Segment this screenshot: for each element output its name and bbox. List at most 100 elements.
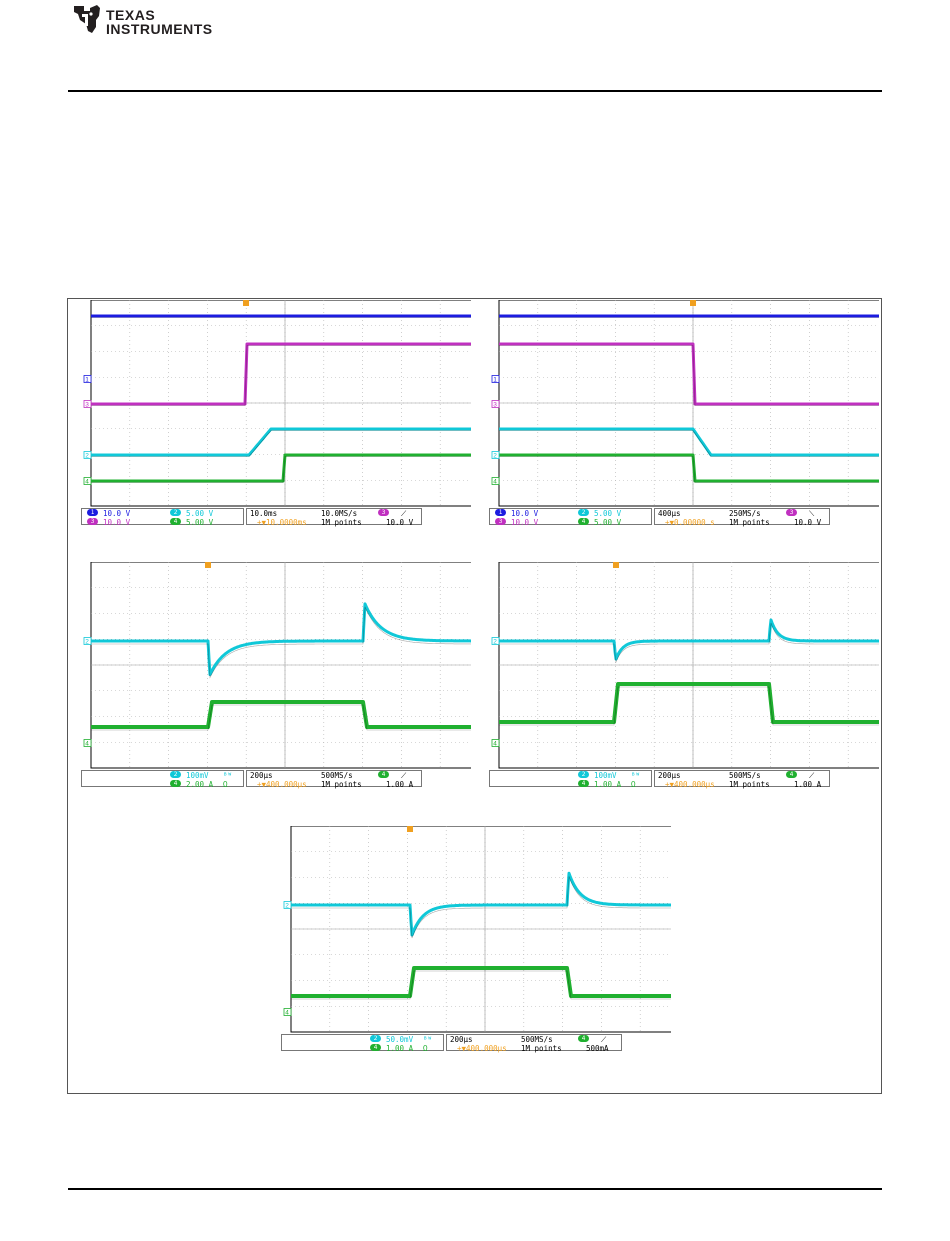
channel-badge: 1 bbox=[87, 509, 98, 516]
status-delay: +▼400.000μs bbox=[665, 780, 715, 789]
ch3-trace bbox=[499, 342, 879, 406]
status-ch2: 50.0mV bbox=[386, 1035, 414, 1044]
ch4-trace bbox=[290, 966, 671, 998]
status-points: 1M points bbox=[521, 1044, 562, 1053]
ch2-trace bbox=[290, 871, 671, 937]
scope-capture-1: 1 3 2 4 10.0 V 10.0 V 5.00 V 5.00 V 10.0ms +▼10.0… bbox=[81, 300, 471, 532]
status-ch4-extra: Ω bbox=[223, 780, 228, 789]
trigger-position-marker bbox=[407, 826, 413, 832]
scope-status-bar: 50.0mV 1.00 A ᴮᵂ Ω 200μs +▼400.000μs 500MS/s 1M… bbox=[281, 1034, 671, 1053]
trigger-position-marker bbox=[690, 300, 696, 306]
timebase-settings-box bbox=[654, 770, 830, 787]
status-points: 1M points bbox=[729, 518, 770, 527]
scope-plot: 24 bbox=[491, 562, 879, 769]
ch4-ground-marker: 4 bbox=[283, 1008, 292, 1017]
channel-badge: 4 bbox=[578, 780, 589, 787]
status-ch2: 100mV bbox=[594, 771, 617, 780]
svg-text:2: 2 bbox=[285, 903, 289, 910]
timebase-settings-box bbox=[654, 508, 830, 525]
channel-settings-box bbox=[489, 770, 652, 787]
status-trig-level: 10.0 V bbox=[794, 518, 822, 527]
svg-text:1: 1 bbox=[493, 377, 497, 384]
channel-badge: 4 bbox=[786, 771, 797, 778]
status-ch1: 10.0 V bbox=[511, 509, 539, 518]
status-ch2: 5.00 V bbox=[594, 509, 622, 518]
channel-badge: 2 bbox=[370, 1035, 381, 1042]
channel-badge: 1 bbox=[495, 509, 506, 516]
svg-text:4: 4 bbox=[85, 479, 89, 486]
scope-status-bar: 10.0 V 10.0 V 5.00 V 5.00 V 400μs +▼0.00000 s… bbox=[489, 508, 879, 527]
channel-settings-box bbox=[81, 770, 244, 787]
oscilloscope-figure bbox=[67, 298, 882, 1094]
channel-badge: 2 bbox=[578, 771, 589, 778]
ch2-ground-marker: 2 bbox=[83, 451, 92, 460]
status-ch2-extra: ᴮᵂ bbox=[223, 771, 233, 780]
channel-badge: 2 bbox=[170, 771, 181, 778]
ch4-trace bbox=[499, 453, 879, 483]
channel-badge: 3 bbox=[786, 509, 797, 516]
status-trig-level: 500mA bbox=[586, 1044, 609, 1053]
status-ch4: 1.00 A bbox=[594, 780, 622, 789]
status-delay: +▼400.000μs bbox=[457, 1044, 507, 1053]
ti-logo-icon bbox=[74, 5, 100, 33]
status-ch2-extra: ᴮᵂ bbox=[423, 1035, 433, 1044]
ch4-ground-marker: 4 bbox=[83, 739, 92, 748]
status-timebase: 200μs bbox=[658, 771, 681, 780]
footer-rule bbox=[68, 1188, 882, 1190]
channel-badge: 3 bbox=[495, 518, 506, 525]
channel-badge: 3 bbox=[87, 518, 98, 525]
ch4-ground-marker: 4 bbox=[83, 477, 92, 486]
status-timebase: 200μs bbox=[250, 771, 273, 780]
svg-text:4: 4 bbox=[85, 741, 89, 748]
status-rate: 500MS/s bbox=[521, 1035, 553, 1044]
timebase-settings-box bbox=[246, 508, 422, 525]
status-ch2-extra: ᴮᵂ bbox=[631, 771, 641, 780]
status-rate: 250MS/s bbox=[729, 509, 761, 518]
status-ch2: 100mV bbox=[186, 771, 209, 780]
status-trig-slope: ⟋ bbox=[809, 771, 815, 780]
timebase-settings-box bbox=[446, 1034, 622, 1051]
svg-text:3: 3 bbox=[85, 402, 89, 409]
scope-plot: 1 3 2 4 bbox=[83, 300, 471, 507]
brand-line2: Instruments bbox=[106, 21, 213, 37]
ch3-trace bbox=[91, 342, 471, 406]
timebase-settings-box bbox=[246, 770, 422, 787]
status-ch4-extra: Ω bbox=[631, 780, 636, 789]
status-ch4: 5.00 V bbox=[594, 518, 622, 527]
channel-badge: 3 bbox=[378, 509, 389, 516]
header-rule bbox=[68, 90, 882, 92]
ch2-trace bbox=[90, 602, 471, 676]
svg-text:3: 3 bbox=[493, 402, 497, 409]
scope-plot: 1 3 2 4 bbox=[491, 300, 879, 507]
scope-status-bar: 100mV 2.00 A ᴮᵂ Ω 200μs +▼400.000μs 500MS/s 1M … bbox=[81, 770, 471, 789]
ch3-ground-marker: 3 bbox=[491, 400, 500, 409]
status-ch4: 2.00 A bbox=[186, 780, 214, 789]
scope-plot: 24 bbox=[283, 826, 671, 1033]
trigger-position-marker bbox=[205, 562, 211, 568]
svg-text:2: 2 bbox=[493, 639, 497, 646]
ch4-ground-marker: 4 bbox=[491, 739, 500, 748]
scope-status-bar: 10.0 V 10.0 V 5.00 V 5.00 V 10.0ms +▼10.0000m… bbox=[81, 508, 471, 527]
status-trig-level: 1.00 A bbox=[794, 780, 822, 789]
status-rate: 500MS/s bbox=[321, 771, 353, 780]
channel-badge: 4 bbox=[170, 518, 181, 525]
ch4-ground-marker: 4 bbox=[491, 477, 500, 486]
channel-badge: 4 bbox=[578, 1035, 589, 1042]
ch4-trace bbox=[498, 682, 879, 724]
ch2-ground-marker: 2 bbox=[283, 901, 292, 910]
status-ch1: 10.0 V bbox=[103, 509, 131, 518]
status-ch2: 5.00 V bbox=[186, 509, 214, 518]
status-delay: +▼10.0000ms bbox=[257, 518, 307, 527]
ch2-trace bbox=[499, 427, 879, 457]
svg-text:4: 4 bbox=[493, 479, 497, 486]
status-ch3: 10.0 V bbox=[511, 518, 539, 527]
svg-text:4: 4 bbox=[285, 1010, 289, 1017]
trigger-position-marker bbox=[243, 300, 249, 306]
ch2-trace bbox=[91, 427, 471, 457]
svg-text:2: 2 bbox=[85, 639, 89, 646]
channel-badge: 2 bbox=[170, 509, 181, 516]
